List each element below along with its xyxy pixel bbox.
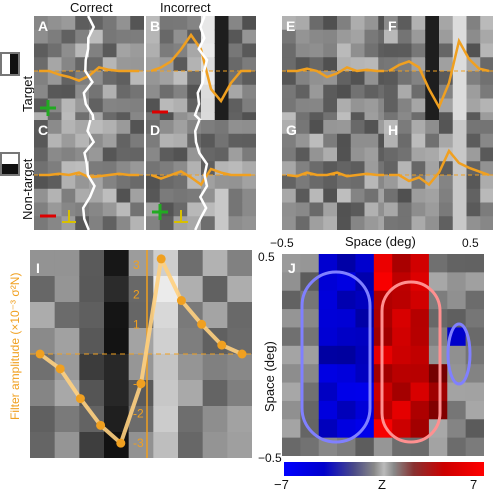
panel-e: E — [282, 16, 392, 126]
white-trace-line — [193, 120, 209, 230]
plus-symbol — [152, 204, 168, 220]
panel-j-ymax: 0.5 — [258, 250, 275, 264]
y-tick-label: 1 — [133, 317, 140, 331]
small-negative-region-outline — [446, 322, 472, 386]
colorbar-max: 7 — [470, 477, 478, 492]
panel-label-f: F — [388, 18, 397, 34]
header-correct: Correct — [70, 0, 113, 15]
filter-profile-line — [150, 32, 251, 104]
panel-label-d: D — [150, 122, 161, 138]
y-tick-label: 2 — [133, 288, 140, 302]
panel-j: J — [282, 254, 484, 456]
panel-j-xlabel: Space (deg) — [345, 234, 416, 249]
panel-i-ylabel: Filter amplitude (×10⁻³ σ²N) — [8, 272, 22, 420]
panel-label-j: J — [288, 260, 296, 276]
positive-region-outline — [380, 280, 442, 444]
panel-label-e: E — [286, 18, 296, 34]
colorbar-label: Z — [378, 477, 386, 492]
y-tick-label: 3 — [133, 258, 140, 272]
filter-profile-line — [388, 37, 490, 110]
panel-label-c: C — [38, 122, 49, 138]
target-stimulus-icon — [0, 52, 20, 76]
data-point — [217, 340, 227, 350]
data-point — [55, 364, 65, 374]
data-point — [156, 254, 166, 264]
y-tick-label: -2 — [133, 406, 144, 420]
plus-symbol — [40, 100, 56, 116]
data-point — [75, 394, 85, 404]
panel-d: D — [146, 120, 256, 230]
panel-f: F — [384, 16, 493, 126]
data-point — [197, 319, 207, 329]
panel-h: H — [384, 120, 493, 230]
panel-label-a: A — [38, 18, 49, 34]
filter-profile-line — [389, 148, 490, 187]
panel-a: A — [34, 16, 144, 126]
panel-label-b: B — [150, 18, 161, 34]
panel-j-ylabel: Space (deg) — [262, 341, 277, 412]
perpendicular-symbol — [62, 210, 76, 223]
white-trace-line — [193, 16, 209, 126]
data-point — [237, 349, 247, 359]
data-point — [35, 349, 45, 359]
panel-j-xmax: 0.5 — [462, 236, 479, 250]
panel-label-g: G — [286, 122, 297, 138]
colorbar-min: −7 — [274, 477, 289, 492]
y-tick-label: -3 — [133, 436, 144, 450]
data-point — [176, 296, 186, 306]
panel-i: 3 2 1 -1 -2 -3 I — [30, 250, 252, 458]
filter-profile-line — [286, 171, 387, 178]
white-trace-line — [82, 16, 96, 126]
nontarget-stimulus-icon — [0, 152, 20, 176]
filter-profile-line — [287, 66, 387, 79]
data-point — [116, 438, 126, 448]
row-label-nontarget: Non-target — [20, 158, 35, 220]
header-incorrect: Incorrect — [160, 0, 211, 15]
negative-region-outline — [300, 270, 372, 444]
panel-label-i: I — [36, 260, 40, 276]
data-point — [96, 420, 106, 430]
perpendicular-symbol — [174, 210, 188, 223]
panel-label-h: H — [388, 122, 399, 138]
colorbar — [284, 462, 484, 476]
panel-b: B — [146, 16, 256, 126]
panel-c: C — [34, 120, 144, 230]
panel-j-ymin: −0.5 — [258, 451, 282, 465]
y-tick-label: -1 — [133, 377, 144, 391]
row-label-target: Target — [20, 75, 35, 112]
panel-j-xmin: −0.5 — [270, 236, 294, 250]
data-point — [136, 379, 146, 389]
panel-g: G — [282, 120, 392, 230]
filter-profile-line — [150, 167, 251, 187]
white-trace-line — [81, 120, 96, 230]
